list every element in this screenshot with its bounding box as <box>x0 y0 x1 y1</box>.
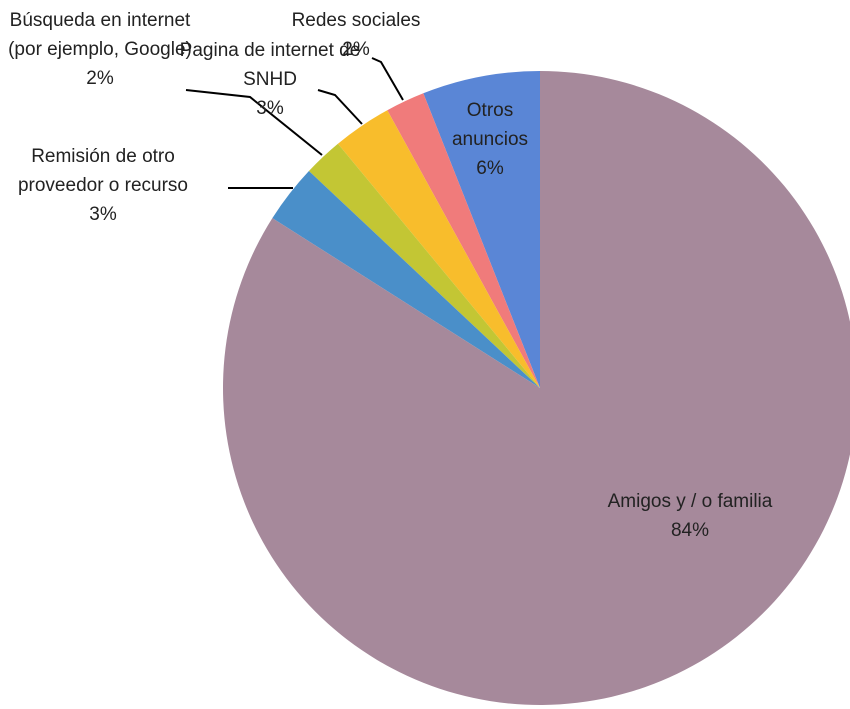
category-name: Otros anuncios <box>451 100 529 150</box>
category-name: Búsqueda en internet (por ejemplo, Googl… <box>8 10 192 60</box>
category-name: Pagina de internet de SNHD <box>179 40 361 90</box>
value-label: 2% <box>342 39 370 60</box>
slice-label: Búsqueda en internet (por ejemplo, Googl… <box>0 6 200 93</box>
category-name: Amigos y / o familia <box>607 491 773 512</box>
value-label: 3% <box>89 204 117 225</box>
slice-label: Otros anuncios 6% <box>440 96 540 183</box>
pie-slice <box>223 71 850 705</box>
category-name: Redes sociales <box>291 10 421 31</box>
slice-label: Pagina de internet de SNHD 3% <box>170 36 370 123</box>
slice-label: Remisión de otro proveedor o recurso 3% <box>8 142 198 229</box>
pie-slice <box>423 71 540 388</box>
value-label: 6% <box>476 158 504 179</box>
leader-line <box>371 57 404 101</box>
pie-slice <box>337 110 540 388</box>
pie-slice <box>387 93 540 388</box>
leader-line <box>185 89 323 156</box>
value-label: 84% <box>670 520 710 541</box>
slice-label: Redes sociales 2% <box>258 6 454 64</box>
pie-slice <box>308 143 540 388</box>
value-label: 3% <box>256 98 284 119</box>
value-label: 2% <box>86 68 114 89</box>
pie-slice <box>272 170 540 388</box>
slice-label: Amigos y / o familia 84% <box>590 487 790 545</box>
leader-line <box>317 89 363 125</box>
category-name: Remisión de otro proveedor o recurso <box>17 146 189 196</box>
